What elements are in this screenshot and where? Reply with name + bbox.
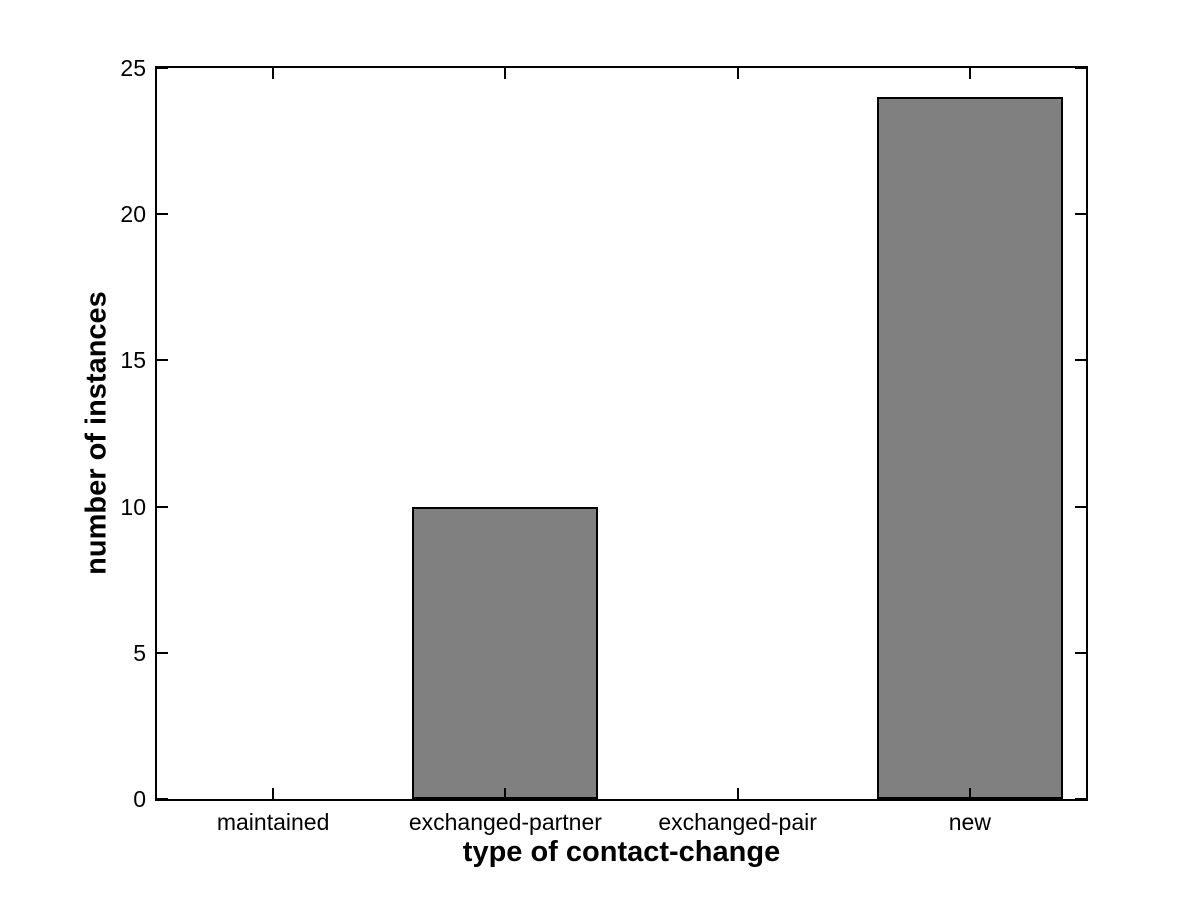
x-tick-label-new: new xyxy=(948,809,991,835)
bar-new xyxy=(876,97,1063,799)
x-tick-bottom-maintained xyxy=(272,788,275,799)
x-tick-bottom-new xyxy=(968,788,971,799)
x-tick-label-exchanged-pair: exchanged-pair xyxy=(658,809,817,835)
bar-exchanged-partner xyxy=(412,506,599,799)
plot-area xyxy=(155,66,1088,801)
x-tick-label-exchanged-partner: exchanged-partner xyxy=(408,809,602,835)
y-tick-right-10 xyxy=(1075,505,1086,508)
x-tick-label-maintained: maintained xyxy=(216,809,330,835)
y-tick-label-0: 0 xyxy=(133,786,146,812)
y-axis-label-text: number of instances xyxy=(80,291,113,575)
y-tick-right-0 xyxy=(1075,798,1086,800)
y-tick-left-10 xyxy=(157,505,168,508)
y-tick-label-10: 10 xyxy=(120,493,146,520)
x-tick-bottom-exchanged-partner xyxy=(504,788,507,799)
y-tick-right-5 xyxy=(1075,651,1086,654)
y-tick-left-5 xyxy=(157,651,168,654)
y-tick-label-25: 25 xyxy=(120,55,146,81)
y-tick-left-25 xyxy=(157,67,168,69)
y-tick-label-20: 20 xyxy=(120,201,146,228)
y-tick-right-20 xyxy=(1075,213,1086,216)
y-tick-label-5: 5 xyxy=(133,639,146,666)
x-tick-top-exchanged-partner xyxy=(504,68,507,79)
x-tick-top-exchanged-pair xyxy=(736,68,739,79)
x-tick-bottom-exchanged-pair xyxy=(736,788,739,799)
x-axis-label: type of contact-change xyxy=(462,836,781,868)
y-tick-right-15 xyxy=(1075,359,1086,362)
y-tick-left-0 xyxy=(157,798,168,800)
y-tick-left-20 xyxy=(157,213,168,216)
y-tick-right-25 xyxy=(1075,67,1086,69)
x-tick-top-maintained xyxy=(272,68,275,79)
x-tick-top-new xyxy=(968,68,971,79)
y-tick-left-15 xyxy=(157,359,168,362)
y-tick-label-15: 15 xyxy=(120,347,146,374)
